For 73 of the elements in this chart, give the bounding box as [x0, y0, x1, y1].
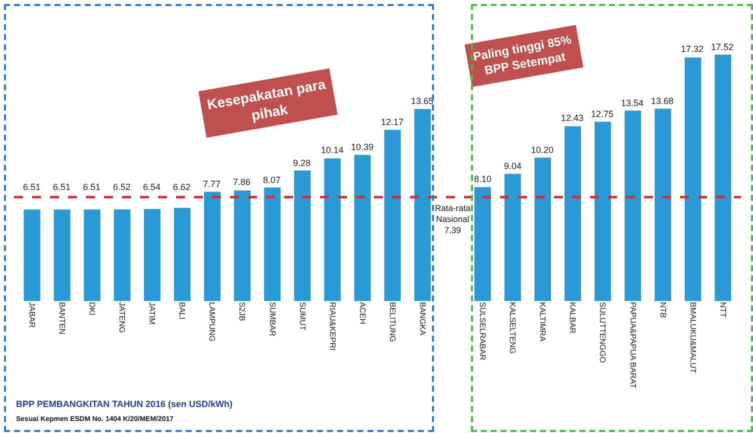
x-tick-label: S2JB: [238, 302, 247, 322]
data-label: 6.51: [53, 182, 71, 192]
bar: [84, 209, 100, 301]
bar: [324, 158, 341, 301]
x-tick-label: JATIM: [148, 302, 157, 325]
x-tick-label: SUMUT: [298, 302, 307, 331]
x-tick-label: SULSELRABAR: [478, 302, 488, 360]
data-label: 8.07: [263, 175, 281, 185]
data-label: 13.54: [621, 98, 644, 108]
data-label: 9.04: [504, 161, 522, 171]
x-tick-label: JABAR: [27, 302, 36, 328]
bar: [474, 187, 491, 301]
x-tick-label: KALBAR: [568, 302, 578, 334]
bar: [414, 109, 431, 301]
x-tick-label: BMALUKU&MALUT: [688, 302, 698, 374]
annotation: Kesepakatan para pihak: [206, 76, 327, 124]
data-label: 6.51: [23, 182, 41, 192]
annotation: Paling tinggi 85% BPP Setempat: [472, 32, 573, 78]
data-label: 8.10: [474, 174, 492, 184]
bar: [114, 209, 130, 301]
bar: [54, 209, 70, 301]
x-tick-label: BANTEN: [57, 302, 66, 335]
data-label: 12.75: [591, 109, 614, 119]
x-tick-label: NTT: [718, 302, 728, 318]
bar: [504, 174, 521, 301]
data-label: 13.65: [411, 96, 434, 106]
x-tick-label: BELITUNG: [388, 302, 397, 342]
ref-line-label: Rata-rata Nasional 7,39: [435, 203, 471, 236]
text: BPP PEMBANGKITAN TAHUN 2016 (sen USD/kWh): [16, 399, 233, 409]
x-tick-label: JATENG: [118, 302, 127, 333]
bar: [654, 108, 672, 301]
x-tick-label: DKI: [88, 302, 97, 316]
bar: [624, 110, 642, 301]
bar: [714, 54, 732, 301]
data-label: 7.77: [203, 179, 221, 189]
bar: [684, 57, 702, 301]
x-tick-label: PAPUA&PAPUA BARAT: [628, 302, 638, 388]
x-tick-label: BALI: [178, 302, 187, 320]
data-label: 12.17: [381, 117, 404, 127]
x-tick-label: ACEH: [358, 302, 367, 324]
bar: [234, 190, 251, 301]
data-label: 9.28: [293, 158, 311, 168]
bar: [354, 154, 371, 301]
bar: [294, 170, 311, 301]
x-tick-label: NTB: [658, 302, 668, 318]
bar: [264, 188, 281, 301]
data-label: 7.86: [233, 177, 251, 187]
x-tick-label: SUMBAR: [268, 302, 277, 336]
data-label: 17.52: [711, 42, 734, 52]
data-label: 6.54: [143, 182, 161, 192]
x-tick-label: BANGKA: [418, 302, 427, 336]
data-label: 10.20: [531, 145, 554, 155]
data-label: 10.39: [351, 142, 374, 152]
bar: [594, 122, 612, 301]
bar: [534, 158, 551, 301]
bar: [204, 192, 221, 301]
x-tick-label: SULUTTENGGO: [598, 302, 608, 363]
data-label: 6.62: [173, 182, 191, 192]
bar: [144, 209, 160, 301]
data-label: 10.14: [321, 145, 344, 155]
data-label: 13.68: [651, 96, 674, 106]
data-label: 6.51: [83, 182, 101, 192]
bar: [24, 209, 40, 301]
data-label: 6.52: [113, 182, 131, 192]
bar: [384, 130, 401, 301]
bar: [174, 208, 190, 301]
data-label: 12.43: [561, 113, 584, 123]
x-tick-label: RIAU&KEPRI: [328, 302, 337, 350]
x-tick-label: KALTIMRA: [538, 302, 548, 342]
x-tick-label: LAMPUNG: [208, 302, 217, 342]
x-tick-label: KALSELTENG: [508, 302, 518, 354]
bar: [564, 126, 582, 301]
data-label: 17.32: [681, 44, 704, 54]
